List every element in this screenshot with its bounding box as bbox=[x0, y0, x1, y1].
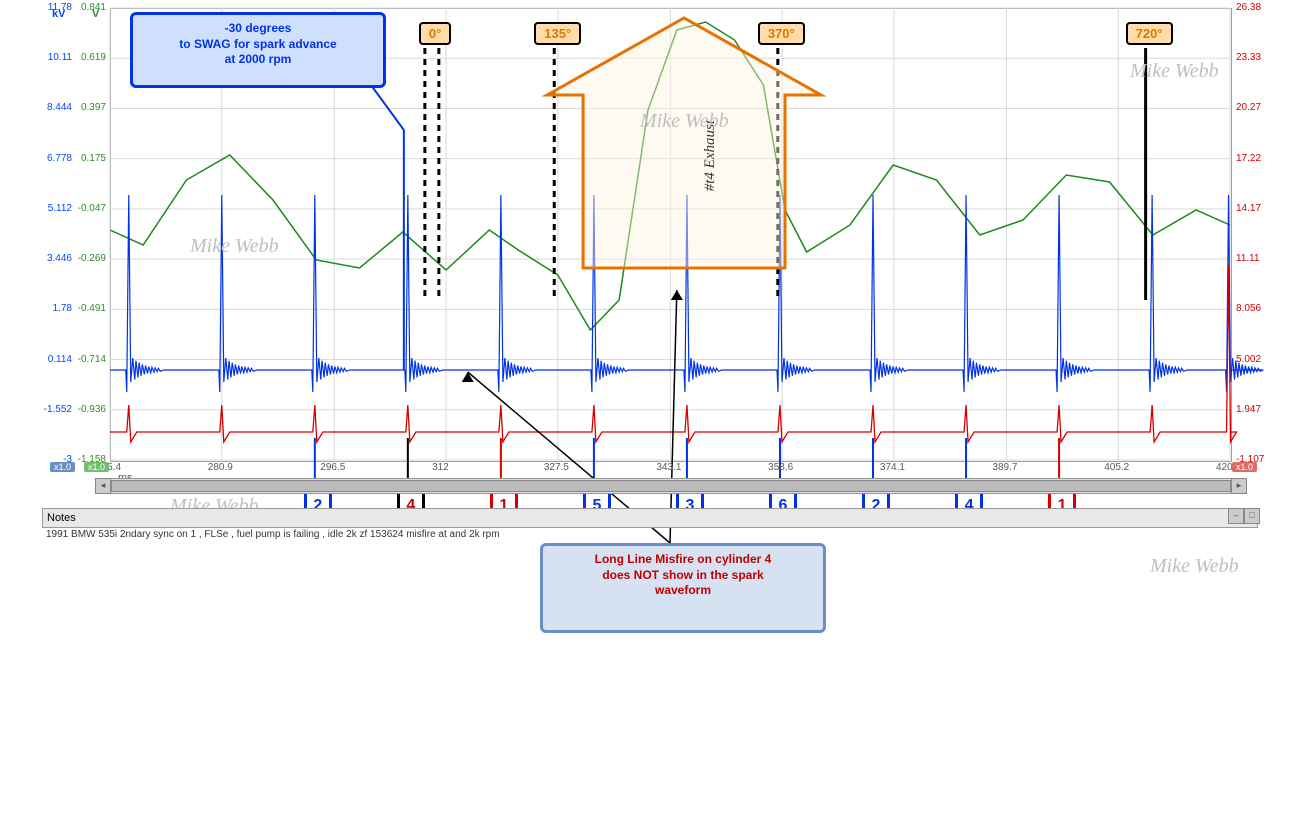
degree-tag: 370° bbox=[758, 22, 805, 45]
exhaust-arrow-label: #t4 Exhaust bbox=[702, 120, 719, 191]
degree-tag: 135° bbox=[534, 22, 581, 45]
zoom-badge[interactable]: x1.0 bbox=[50, 462, 75, 472]
notes-header-label: Notes bbox=[47, 512, 76, 524]
callout-spark-advance: -30 degreesto SWAG for spark advanceat 2… bbox=[130, 12, 386, 88]
zoom-badge[interactable]: x1.0 bbox=[1232, 462, 1257, 472]
scroll-right-button[interactable]: ▸ bbox=[1231, 478, 1247, 494]
time-scrollbar[interactable] bbox=[110, 478, 1232, 494]
zoom-badge[interactable]: x1.0 bbox=[84, 462, 109, 472]
scrollbar-thumb[interactable] bbox=[111, 480, 1231, 492]
waveform-canvas bbox=[0, 0, 1300, 820]
notes-text: 1991 BMW 535i 2ndary sync on 1 , FLSe , … bbox=[42, 527, 1258, 543]
degree-tag: 720° bbox=[1126, 22, 1173, 45]
degree-tag: 0° bbox=[419, 22, 451, 45]
notes-maximize-button[interactable]: □ bbox=[1244, 508, 1260, 524]
notes-header[interactable]: Notes bbox=[42, 508, 1258, 528]
notes-minimize-button[interactable]: – bbox=[1228, 508, 1244, 524]
scroll-left-button[interactable]: ◂ bbox=[95, 478, 111, 494]
callout-misfire: Long Line Misfire on cylinder 4does NOT … bbox=[540, 543, 826, 633]
